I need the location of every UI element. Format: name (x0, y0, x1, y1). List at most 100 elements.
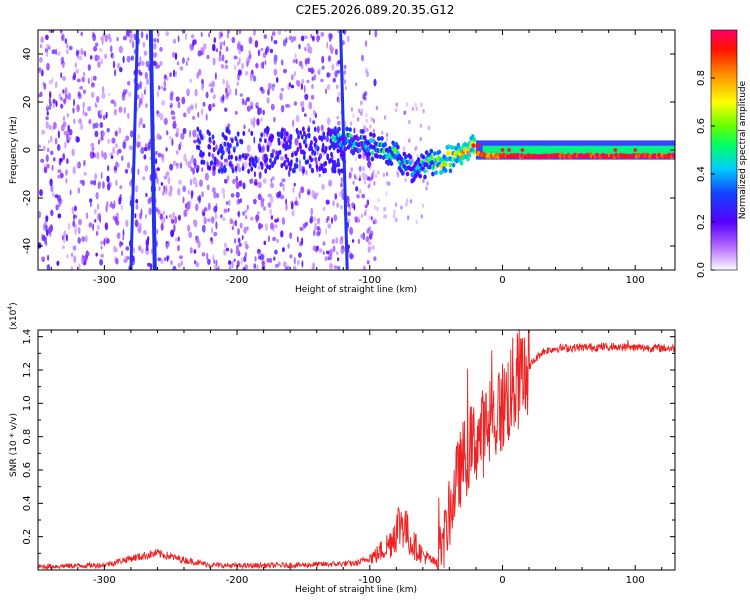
noise-speckle (168, 190, 172, 197)
noise-speckle (211, 216, 215, 224)
noise-speckle (197, 50, 202, 57)
signal-cloud (333, 159, 337, 166)
noise-speckle (102, 32, 106, 38)
noise-speckle (385, 172, 389, 177)
noise-speckle (202, 101, 206, 107)
noise-speckle (138, 245, 142, 252)
noise-speckle (335, 84, 339, 90)
signal-blob (405, 171, 410, 177)
noise-speckle (106, 175, 110, 183)
noise-speckle (144, 72, 148, 79)
noise-speckle (155, 158, 158, 165)
noise-speckle (280, 230, 284, 238)
noise-speckle (139, 212, 142, 220)
noise-speckle (309, 215, 314, 224)
signal-cloud (273, 159, 277, 165)
signal-cloud (313, 126, 317, 132)
noise-speckle (72, 166, 76, 175)
signal-cloud (234, 165, 238, 172)
signal-cloud (317, 156, 321, 162)
noise-speckle (72, 220, 76, 228)
noise-speckle (303, 113, 307, 117)
signal-blob (378, 154, 383, 160)
noise-speckle (194, 88, 198, 97)
noise-speckle (66, 254, 69, 259)
noise-speckle (395, 217, 398, 223)
noise-speckle (370, 216, 373, 221)
noise-speckle (244, 264, 249, 270)
noise-speckle (78, 55, 83, 61)
noise-speckle (46, 62, 50, 71)
noise-speckle (107, 138, 110, 145)
signal-cloud (227, 146, 230, 152)
noise-speckle (58, 157, 62, 166)
snr-y-tick-label: 1.0 (22, 395, 33, 411)
noise-speckle (81, 179, 85, 187)
noise-speckle (60, 72, 63, 79)
noise-speckle (62, 89, 65, 94)
noise-speckle (145, 60, 150, 68)
noise-speckle (91, 146, 95, 151)
noise-speckle (57, 130, 61, 139)
noise-speckle (93, 208, 97, 215)
noise-speckle (339, 237, 344, 245)
noise-speckle (229, 218, 234, 225)
signal-cloud (322, 131, 326, 137)
signal-blob (437, 149, 442, 155)
noise-speckle (200, 31, 203, 38)
noise-speckle (232, 178, 236, 185)
noise-speckle (253, 75, 257, 82)
signal-cloud (307, 127, 311, 133)
noise-speckle (175, 150, 179, 155)
noise-speckle (142, 176, 146, 181)
noise-speckle (263, 206, 266, 211)
noise-speckle (187, 204, 191, 209)
noise-speckle (344, 85, 347, 91)
noise-speckle (104, 222, 109, 230)
signal-blob (383, 142, 388, 147)
signal-cloud (266, 164, 269, 170)
noise-speckle (139, 97, 143, 106)
noise-speckle (314, 157, 317, 162)
noise-speckle (246, 105, 251, 112)
noise-speckle (163, 175, 168, 180)
noise-speckle (300, 35, 305, 42)
noise-speckle (215, 48, 219, 53)
noise-speckle (351, 202, 355, 209)
noise-speckle (351, 239, 355, 243)
noise-speckle (75, 135, 79, 143)
noise-speckle (355, 82, 358, 87)
noise-speckle (156, 229, 159, 234)
noise-speckle (238, 30, 242, 35)
noise-speckle (144, 165, 149, 172)
noise-speckle (259, 223, 264, 229)
noise-speckle (290, 74, 294, 81)
snr-y-tick-label: 0.8 (22, 429, 33, 445)
noise-speckle (366, 174, 369, 179)
noise-speckle (329, 262, 333, 270)
noise-speckle (90, 142, 95, 148)
signal-cloud (196, 144, 199, 150)
noise-speckle (298, 164, 303, 173)
noise-speckle (94, 122, 99, 129)
noise-speckle (255, 62, 259, 69)
colorbar-ticks: 0.0 0.2 0.4 0.6 0.8 (696, 70, 715, 278)
noise-speckle (242, 211, 246, 216)
noise-speckle (239, 198, 242, 204)
noise-speckle (93, 46, 98, 52)
noise-speckle (367, 246, 371, 253)
noise-speckle (236, 81, 239, 86)
noise-speckle (89, 198, 93, 203)
noise-speckle (248, 128, 251, 133)
noise-speckle (115, 179, 118, 187)
noise-speckle (69, 189, 72, 196)
spectrogram-y-axis-label: Frequency (Hz) (9, 116, 19, 184)
noise-speckle (258, 255, 261, 260)
noise-speckle (317, 67, 321, 76)
noise-speckle (57, 169, 62, 174)
noise-speckle (381, 130, 384, 135)
noise-speckle (47, 254, 50, 261)
noise-speckle (221, 162, 224, 168)
noise-speckle (190, 190, 194, 197)
noise-speckle (177, 262, 181, 268)
